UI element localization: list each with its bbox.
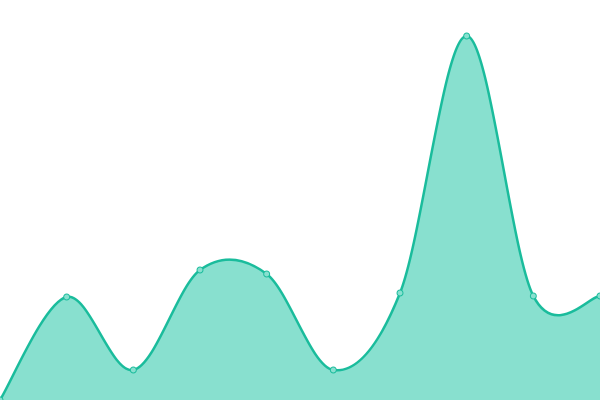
data-point bbox=[0, 396, 4, 400]
data-point bbox=[196, 266, 204, 274]
data-point bbox=[596, 292, 600, 300]
data-point bbox=[129, 366, 137, 374]
data-point bbox=[463, 32, 471, 40]
area-fill bbox=[0, 35, 600, 400]
data-point bbox=[529, 292, 537, 300]
data-point bbox=[63, 293, 71, 301]
data-point bbox=[263, 270, 271, 278]
data-point bbox=[329, 366, 337, 374]
data-point bbox=[396, 289, 404, 297]
